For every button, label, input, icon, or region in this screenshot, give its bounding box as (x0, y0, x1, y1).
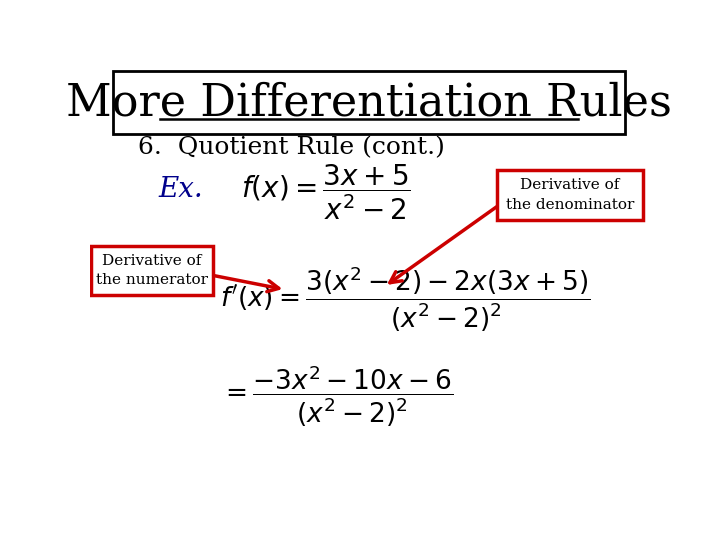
Text: $f'(x) = \dfrac{3\left(x^2-2\right)-2x\left(3x+5\right)}{\left(x^2-2\right)^2}$: $f'(x) = \dfrac{3\left(x^2-2\right)-2x\l… (220, 265, 590, 334)
FancyBboxPatch shape (113, 71, 625, 134)
Text: Derivative of
the numerator: Derivative of the numerator (96, 254, 208, 287)
Text: Derivative of
the denominator: Derivative of the denominator (505, 178, 634, 212)
Text: Ex.: Ex. (158, 176, 203, 203)
Text: $= \dfrac{-3x^2-10x-6}{\left(x^2-2\right)^2}$: $= \dfrac{-3x^2-10x-6}{\left(x^2-2\right… (220, 363, 454, 429)
FancyBboxPatch shape (497, 170, 642, 220)
Text: 6.  Quotient Rule (cont.): 6. Quotient Rule (cont.) (138, 137, 445, 159)
FancyBboxPatch shape (91, 246, 213, 295)
Text: More Differentiation Rules: More Differentiation Rules (66, 82, 672, 125)
Text: $f(x) = \dfrac{3x+5}{x^2-2}$: $f(x) = \dfrac{3x+5}{x^2-2}$ (241, 162, 411, 221)
